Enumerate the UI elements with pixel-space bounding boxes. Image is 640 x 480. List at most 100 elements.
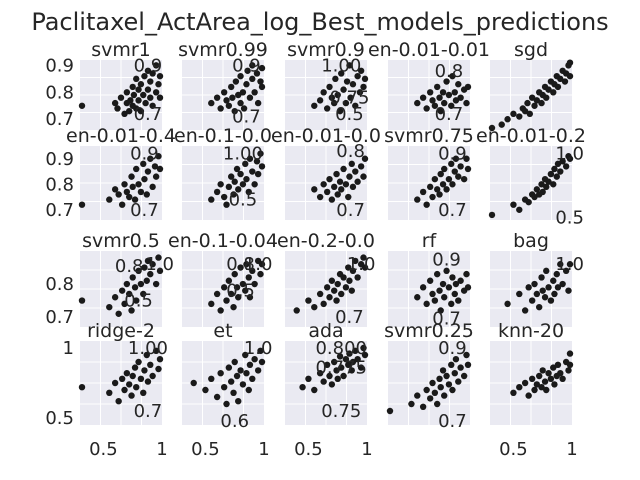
data-point [334,280,341,288]
data-point [539,367,546,374]
data-point [152,280,160,288]
data-point [251,89,258,96]
data-point [249,267,256,275]
data-point [547,297,555,304]
data-point [553,270,560,278]
data-point [439,89,447,96]
annotation: 0.9 [438,144,467,165]
data-point [463,99,470,107]
data-point [228,290,235,298]
data-point [152,173,160,180]
data-point [360,173,367,180]
data-point [348,160,355,168]
data-point [336,178,344,185]
data-point [463,155,470,162]
data-point [498,121,505,128]
data-point [126,193,133,201]
data-point [258,358,266,366]
annotation: 0.9 [130,144,159,165]
x-tick-label: 0.5 [294,439,323,460]
data-point [528,297,536,304]
data-point [133,384,140,391]
data-point [156,72,164,80]
panel-en-0.1-0.0: 1.00 0.5 en-0.1-0.0 [174,125,272,220]
data-point [254,170,262,178]
data-point [510,389,517,396]
data-point [130,91,138,99]
data-point [566,261,574,268]
data-point [464,361,472,368]
data-point [539,188,546,196]
panel-bag: 1.0 bag [490,230,584,327]
data-point [78,102,86,109]
data-point [510,110,517,118]
data-point [451,89,458,96]
data-point [242,287,249,294]
data-point [235,294,242,301]
data-point [531,280,538,288]
data-point [155,81,162,88]
data-point [463,270,470,278]
data-point [434,400,441,408]
data-point [536,303,543,311]
data-point [111,379,119,387]
annotation: 0.9 [134,55,163,76]
data-point [525,198,532,206]
data-point [361,155,369,162]
data-point [551,290,558,298]
panel-title: svmr0.99 [178,39,268,61]
data-point [225,183,233,191]
data-point [326,294,333,301]
annotation: 0.8 [435,61,464,82]
data-point [118,375,126,382]
data-point [441,165,448,173]
annotation: 0.775 [315,358,367,379]
data-point [230,303,237,311]
data-point [141,367,148,374]
data-point [349,358,357,366]
data-point [128,307,135,314]
data-point [311,102,318,109]
data-point [118,287,126,294]
data-point [554,160,562,168]
data-point [448,102,455,109]
data-point [533,186,541,193]
data-point [338,364,345,371]
data-point [141,72,148,80]
data-point [434,270,441,278]
data-point [137,188,145,196]
data-point [137,81,145,88]
data-point [156,165,164,173]
data-point [208,99,215,107]
data-point [316,97,324,104]
data-point [516,113,523,120]
data-point [354,356,361,363]
data-point [536,372,543,380]
data-point [431,102,439,109]
data-point [541,378,549,385]
annotation: 0.800 [315,338,367,359]
data-point [131,364,139,371]
data-point [242,160,249,168]
data-point [328,196,336,203]
data-point [149,261,156,268]
data-point [521,379,529,387]
data-point [220,193,228,201]
data-point [230,389,237,396]
data-point [333,367,340,374]
data-point [323,188,331,196]
annotation: 0.8 [226,254,255,275]
data-point [320,378,327,385]
annotation: 0.5 [335,104,364,125]
data-point [231,178,238,185]
panel-title: en-0.01-0.0 [271,125,381,147]
data-point [516,290,523,298]
data-point [223,201,230,208]
annotation: 0.7 [232,107,261,128]
annotation: 0.8 [336,141,365,162]
x-tick-label: 1 [361,439,372,460]
data-point [533,290,541,298]
data-point [331,287,338,294]
data-point [437,307,444,314]
data-point [551,381,558,388]
